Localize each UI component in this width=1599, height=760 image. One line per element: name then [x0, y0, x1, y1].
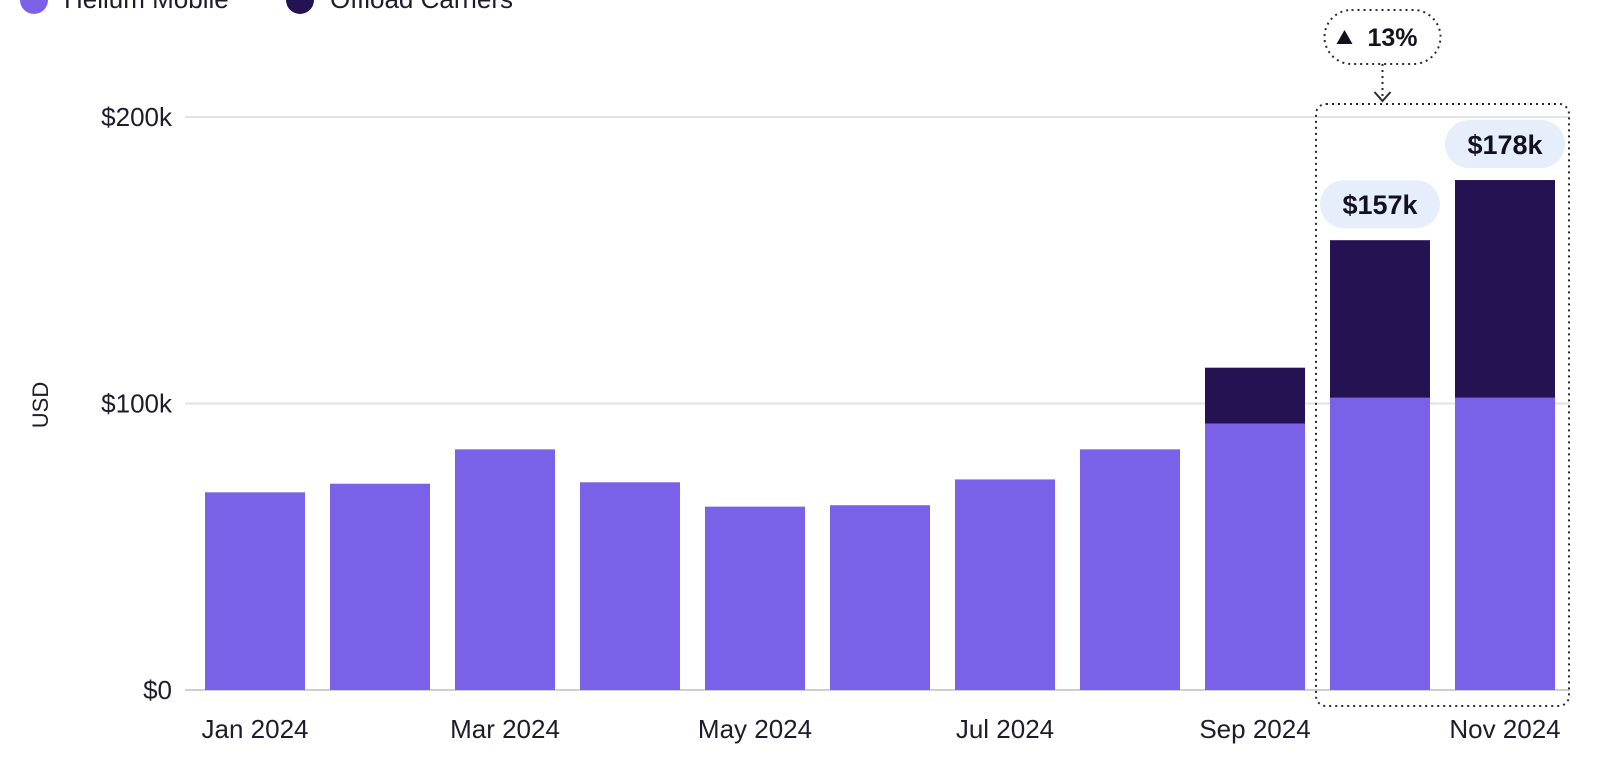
- total-label: $178k: [1467, 130, 1543, 160]
- bar-helium-mobile: [1455, 397, 1555, 690]
- legend-swatch: [286, 0, 314, 14]
- bars: [205, 180, 1555, 690]
- triangle-up-icon: [1336, 30, 1353, 44]
- y-tick-label: $100k: [101, 389, 173, 419]
- legend: Helium Mobile Offload Carriers: [20, 0, 513, 14]
- bar-helium-mobile: [580, 482, 680, 690]
- legend-label: Helium Mobile: [64, 0, 229, 14]
- y-axis-title: USD: [28, 382, 53, 428]
- x-tick-label: Sep 2024: [1199, 714, 1310, 744]
- bar-offload-carriers: [1330, 240, 1430, 398]
- x-tick-label: Jul 2024: [956, 714, 1054, 744]
- legend-label: Offload Carriers: [330, 0, 513, 14]
- bar-helium-mobile: [830, 505, 930, 690]
- bar-helium-mobile: [1330, 397, 1430, 690]
- total-pill: [1320, 180, 1440, 229]
- total-label: $157k: [1342, 190, 1418, 220]
- bar-helium-mobile: [205, 492, 305, 690]
- bar-helium-mobile: [955, 479, 1055, 690]
- x-tick-label: Nov 2024: [1449, 714, 1560, 744]
- bar-offload-carriers: [1455, 180, 1555, 398]
- legend-swatch: [20, 0, 48, 14]
- total-pill: [1445, 120, 1565, 169]
- bar-helium-mobile: [1080, 449, 1180, 690]
- bar-helium-mobile: [330, 483, 430, 690]
- bar-helium-mobile: [1205, 423, 1305, 690]
- y-tick-label: $200k: [101, 102, 173, 132]
- bar-offload-carriers: [1205, 367, 1305, 424]
- y-axis-ticks: $0 $100k $200k: [101, 102, 173, 705]
- x-tick-label: Jan 2024: [202, 714, 309, 744]
- change-label: 13%: [1367, 24, 1417, 52]
- y-tick-label: $0: [143, 675, 172, 705]
- bar-helium-mobile: [455, 449, 555, 690]
- x-tick-label: May 2024: [698, 714, 812, 744]
- annotations: $157k $178k 13%: [1315, 9, 1570, 707]
- x-axis-ticks: Jan 2024 Mar 2024 May 2024 Jul 2024 Sep 2024…: [202, 714, 1561, 744]
- x-tick-label: Mar 2024: [450, 714, 560, 744]
- arrow-down-icon: [1373, 91, 1392, 103]
- bar-helium-mobile: [705, 506, 805, 690]
- change-badge: [1323, 9, 1442, 65]
